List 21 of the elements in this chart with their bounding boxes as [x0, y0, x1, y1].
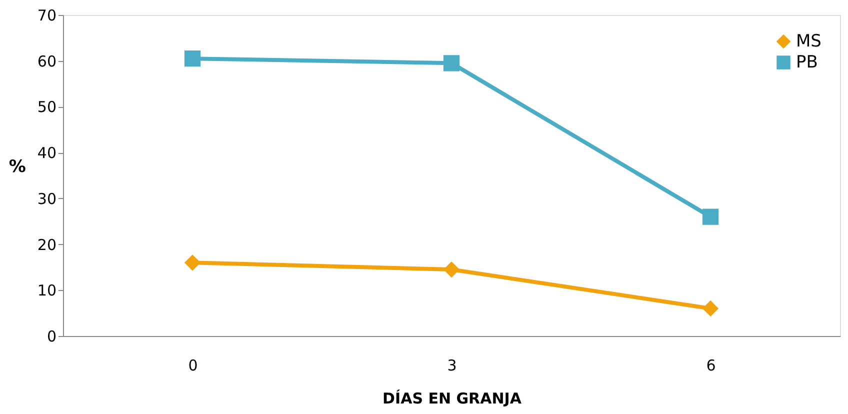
- y-axis-title: %: [8, 157, 26, 177]
- x-tick-label: 3: [447, 356, 457, 374]
- x-tick-label: 0: [188, 356, 198, 374]
- y-tick-label: 70: [37, 6, 56, 24]
- y-tick-label: 40: [37, 144, 56, 162]
- legend-label: PB: [796, 52, 818, 72]
- point: [443, 261, 460, 278]
- y-tick-label: 60: [37, 52, 56, 70]
- y-tick-label: 20: [37, 236, 56, 254]
- legend-label: MS: [796, 32, 822, 52]
- point: [184, 254, 201, 271]
- y-tick-label: 0: [46, 328, 56, 346]
- y-tick-label: 10: [37, 282, 56, 300]
- x-axis-title: DÍAS EN GRANJA: [382, 390, 522, 408]
- y-tick-label: 30: [37, 190, 56, 208]
- point: [702, 300, 719, 317]
- point: [184, 50, 201, 67]
- point: [702, 208, 719, 225]
- point: [443, 55, 460, 72]
- x-tick-label: 6: [706, 356, 716, 374]
- y-tick-label: 50: [37, 98, 56, 116]
